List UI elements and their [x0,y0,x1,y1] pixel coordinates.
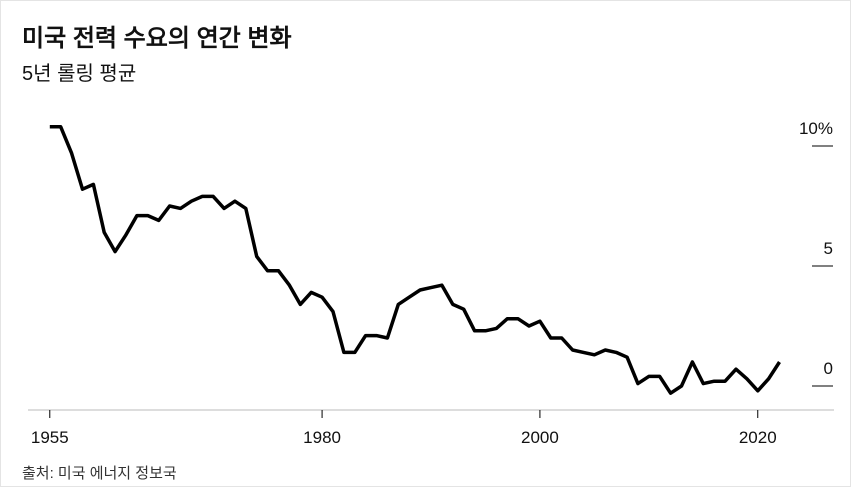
x-tick-label: 1980 [303,428,341,447]
y-tick-label: 5 [824,239,833,258]
card [0,0,851,487]
chart-title: 미국 전력 수요의 연간 변화 [22,25,292,52]
x-tick-label: 1955 [31,428,69,447]
line [49,125,781,395]
x-tick-label: 2020 [739,428,777,447]
source: 출처: 미국 에너지 정보국 [22,465,177,482]
y-tick-label: 0 [824,359,833,378]
chart-subtitle: 5년 롤링 평균 [22,62,136,85]
x-tick-label: 2000 [521,428,559,447]
y-tick-label: 10% [799,119,833,138]
